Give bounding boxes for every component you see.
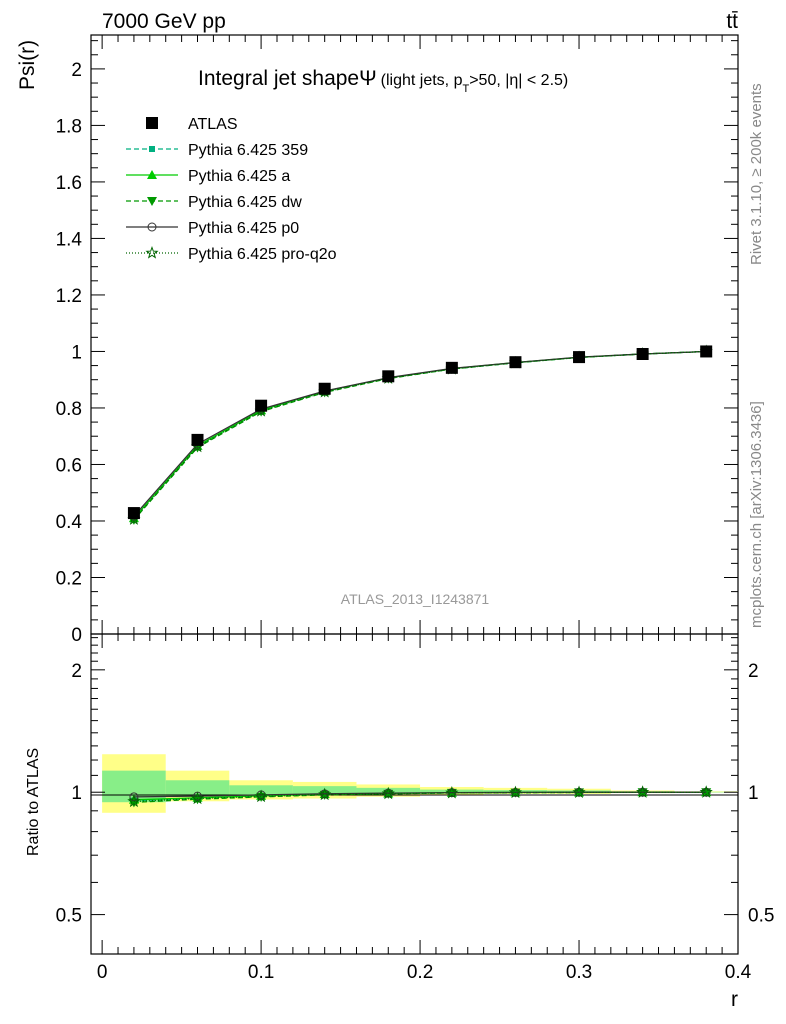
data-point-atlas bbox=[255, 399, 268, 412]
x-tick-label: 0.1 bbox=[248, 962, 274, 983]
series-line-pythia-6-425-dw bbox=[133, 350, 707, 521]
ratio-point-pythia-6-425-pro-q2o bbox=[318, 787, 332, 801]
data-point-atlas bbox=[191, 433, 204, 446]
legend-label-pythia-6-425-pro-q2o: Pythia 6.425 pro-q2o bbox=[188, 246, 337, 263]
x-axis-label: r bbox=[731, 988, 738, 1011]
ratio-point-pythia-6-425-pro-q2o bbox=[127, 794, 141, 808]
y-tick-label: 0 bbox=[71, 625, 82, 646]
data-point-atlas bbox=[127, 507, 140, 520]
ratio-y-axis-label: Ratio to ATLAS bbox=[25, 748, 42, 856]
y-tick-label: 2 bbox=[71, 60, 82, 81]
ratio-plot-frame bbox=[90, 633, 739, 955]
data-point-atlas bbox=[445, 361, 458, 374]
header-right: tt̄ bbox=[726, 10, 738, 33]
ratio-point-pythia-6-425-dw bbox=[128, 798, 139, 808]
y-tick-label: 1.2 bbox=[56, 286, 82, 307]
ratio-y-tick-label: 2 bbox=[71, 661, 82, 682]
x-tick-label: 0.3 bbox=[566, 962, 592, 983]
legend: ATLAS Pythia 6.425 359 Pythia 6.425 a Pythi… bbox=[126, 116, 337, 263]
data-point-atlas bbox=[509, 356, 522, 369]
ratio-y-tick-label-right: 2 bbox=[748, 661, 759, 682]
legend-label-pythia-6-425-359: Pythia 6.425 359 bbox=[188, 142, 308, 159]
y-axis-label: Psi(r) bbox=[16, 40, 39, 90]
ratio-band-green bbox=[165, 780, 230, 797]
ratio-y-tick-label-right: 1 bbox=[748, 783, 759, 804]
y-tick-label: 1.6 bbox=[56, 173, 82, 194]
data-point-atlas bbox=[318, 382, 331, 395]
ratio-point-pythia-6-425-pro-q2o bbox=[190, 791, 205, 805]
ratio-point-pythia-6-425-p0 bbox=[701, 787, 711, 797]
ratio-point-pythia-6-425-pro-q2o bbox=[381, 786, 395, 800]
analysis-watermark: ATLAS_2013_I1243871 bbox=[341, 591, 490, 607]
header-left: 7000 GeV pp bbox=[102, 10, 226, 33]
title-sub-b: >50, |η| < 2.5) bbox=[469, 72, 568, 89]
legend-label-pythia-6-425-a: Pythia 6.425 a bbox=[188, 168, 290, 185]
ratio-point-pythia-6-425-pro-q2o bbox=[254, 789, 268, 803]
ratio-y-tick-label: 0.5 bbox=[56, 906, 82, 927]
ratio-point-pythia-6-425-pro-q2o bbox=[572, 785, 586, 799]
rivet-label: Rivet 3.1.10, ≥ 200k events bbox=[748, 83, 765, 265]
mcplots-label: mcplots.cern.ch [arXiv:1306.3436] bbox=[748, 401, 765, 628]
legend-label-atlas: ATLAS bbox=[188, 116, 238, 133]
y-tick-label: 1 bbox=[71, 342, 82, 363]
x-tick-label: 0.4 bbox=[725, 962, 752, 983]
data-point-atlas bbox=[636, 347, 649, 360]
legend-marker-pythia-6-425-dw bbox=[147, 197, 157, 206]
legend-marker-pythia-6-425-pro-q2o bbox=[145, 246, 159, 259]
title-sub-T: T bbox=[462, 83, 469, 95]
ratio-y-tick-label-right: 0.5 bbox=[748, 906, 774, 927]
legend-marker-atlas bbox=[146, 117, 158, 129]
legend-label-pythia-6-425-p0: Pythia 6.425 p0 bbox=[188, 220, 299, 237]
title-main: Integral jet shape bbox=[198, 67, 359, 90]
y-tick-label: 0.6 bbox=[56, 455, 82, 476]
ratio-line-pythia-6-425-pro-q2o bbox=[133, 791, 707, 803]
title-sub-a: (light jets, p bbox=[381, 72, 463, 89]
chart-title: Integral jet shapeΨ (light jets, pT>50, |… bbox=[198, 67, 568, 95]
data-point-atlas bbox=[573, 351, 586, 364]
x-tick-label: 0.2 bbox=[407, 962, 433, 983]
ratio-point-pythia-6-425-pro-q2o bbox=[636, 785, 650, 798]
legend-marker-pythia-6-425-359 bbox=[149, 146, 155, 152]
ratio-point-pythia-6-425-pro-q2o bbox=[445, 785, 459, 799]
legend-marker-pythia-6-425-p0 bbox=[147, 222, 157, 232]
legend-marker-pythia-6-425-a bbox=[147, 170, 157, 179]
data-point-atlas bbox=[382, 370, 395, 383]
data-point-atlas bbox=[700, 345, 713, 358]
y-tick-label: 1.4 bbox=[56, 229, 83, 250]
y-tick-label: 0.2 bbox=[56, 568, 82, 589]
legend-label-pythia-6-425-dw: Pythia 6.425 dw bbox=[188, 194, 302, 211]
y-tick-label: 0.8 bbox=[56, 399, 82, 420]
y-tick-label: 1.8 bbox=[56, 116, 82, 137]
y-tick-label: 0.4 bbox=[56, 512, 83, 533]
series-line-pythia-6-425-pro-q2o bbox=[133, 350, 707, 520]
ratio-y-tick-label: 1 bbox=[71, 783, 82, 804]
x-tick-label: 0 bbox=[97, 962, 108, 983]
title-psi: Ψ bbox=[359, 67, 377, 90]
ratio-point-pythia-6-425-pro-q2o bbox=[699, 785, 713, 798]
ratio-point-pythia-6-425-pro-q2o bbox=[508, 785, 523, 799]
